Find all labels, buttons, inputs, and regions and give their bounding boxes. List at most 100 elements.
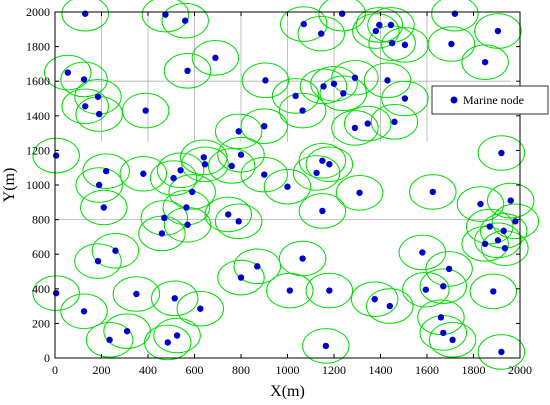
marine-node-point [284,183,291,190]
range-circle [191,40,240,76]
range-circle [74,243,122,279]
range-circle [240,108,288,144]
marine-node-point [351,74,359,81]
range-circle [370,104,419,140]
marine-node-point [299,107,306,114]
range-circle [121,92,170,129]
range-circle [474,222,522,259]
range-circle [298,142,347,179]
marine-node-point [313,169,320,177]
range-circle [305,272,354,309]
range-circle [176,290,225,327]
marine-node-point [164,339,171,346]
range-circle [163,53,212,89]
range-circle [204,196,252,233]
marine-node-point [299,255,306,262]
marine-node-point [262,77,269,84]
marine-node-point [319,207,326,215]
range-circle [381,80,429,117]
marine-node-point [300,20,307,28]
range-circle [469,273,518,310]
y-tick-label: 1000 [26,178,50,192]
marine-node-point [448,40,455,48]
range-circle [32,137,80,174]
marine-node-point [52,289,60,297]
range-circle [60,61,108,98]
marine-node-point [200,154,207,161]
range-circle [240,156,288,193]
range-circle [144,324,192,361]
range-circle [456,186,505,222]
legend-label: Marine node [463,93,524,107]
range-circle [112,276,161,312]
y-tick-label: 800 [32,213,50,227]
marine-node-point [338,10,346,17]
marine-node-point [449,336,456,344]
y-tick-label: 1600 [26,74,50,88]
marine-node-point [292,92,299,100]
marine-node-point [372,27,380,35]
range-circle [461,226,509,262]
range-circle [214,113,263,150]
y-tick-label: 2000 [26,5,50,19]
marine-node-point [80,308,88,315]
marine-node-point [391,118,398,126]
range-circle [61,0,109,32]
marine-node-point [429,188,437,196]
marine-node-point [170,174,177,182]
node-layer [52,10,519,356]
x-tick-label: 400 [139,363,157,377]
y-tick-label: 1800 [26,40,50,54]
marine-node-point [512,218,519,225]
range-circle [180,139,228,176]
marine-node-point [184,67,191,75]
marine-node-point [80,76,88,83]
marine-node-point [235,218,242,225]
marine-node-point [106,336,113,344]
range-circle [80,189,128,226]
range-circle [409,174,457,210]
marine-node-point [440,283,447,290]
marine-node-point [82,103,89,110]
marine-node-point [94,257,102,265]
marine-node-point [422,286,430,293]
range-circle [271,78,320,114]
range-circle [241,62,290,99]
marine-node-point [490,288,497,295]
marine-node-point [387,21,395,29]
marine-node-point [82,10,89,17]
range-circle [398,234,447,271]
marine-node-point [371,295,378,303]
range-circle [461,44,509,80]
range-circle [299,68,348,105]
x-tick-label: 200 [93,363,111,377]
marine-node-point [419,249,426,256]
range-circle [119,155,168,192]
marine-node-point [401,41,409,49]
range-circle [82,153,130,189]
range-circle [477,135,526,171]
range-circle [44,54,92,91]
range-circle [366,288,414,324]
x-tick-label: 1400 [369,363,393,377]
range-circle [363,62,412,99]
marine-node-point [235,128,242,135]
marine-node-point [261,122,268,130]
marine-node-point [140,170,147,177]
range-circle [297,15,345,52]
marine-node-point [237,151,245,158]
x-tick-label: 1600 [415,363,439,377]
marine-node-point [364,120,371,127]
range-circle [233,248,282,285]
marine-node-point [102,167,110,175]
range-circle [207,148,256,184]
range-circle [331,110,379,146]
range-circle [292,155,341,191]
marine-node-point [201,161,209,168]
marine-node-point [481,240,489,248]
range-circle [477,334,526,370]
range-circle [156,152,205,189]
